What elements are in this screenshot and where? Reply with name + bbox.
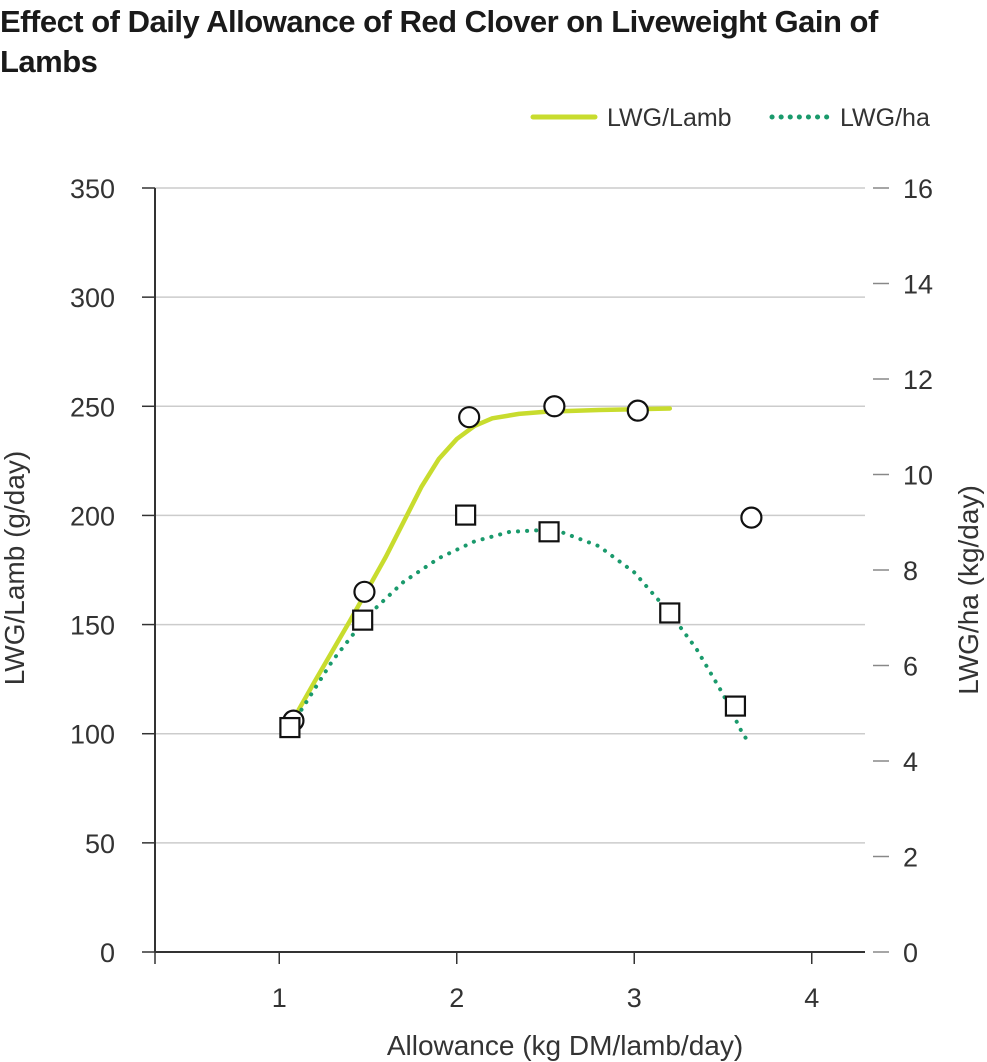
data-point-circle — [458, 406, 481, 429]
data-point-circle — [740, 506, 763, 529]
y-left-tick-label: 100 — [70, 720, 115, 750]
y-left-tick-label: 50 — [85, 829, 115, 859]
legend[interactable]: LWG/Lamb LWG/ha — [530, 104, 930, 132]
series-line-lwg-ha — [289, 528, 752, 747]
data-point-circle — [353, 580, 376, 603]
y-left-tick-label: 0 — [100, 938, 115, 968]
series-line-lwg-lamb — [284, 406, 673, 734]
x-axis-title: Allowance (kg DM/lamb/day) — [387, 1030, 743, 1061]
markers — [279, 395, 763, 739]
chart-title: Effect of Daily Allowance of Red Clover … — [0, 4, 878, 79]
y-left-tick-label: 250 — [70, 392, 115, 422]
data-point-square — [352, 609, 374, 631]
x-tick-label: 1 — [272, 983, 287, 1013]
x-tick-label: 3 — [627, 983, 642, 1013]
y-right-tick-label: 10 — [903, 461, 933, 491]
y-left-tick-label: 150 — [70, 611, 115, 641]
data-point-square — [538, 521, 560, 543]
y-right-tick-label: 6 — [903, 652, 918, 682]
data-point-square — [724, 695, 747, 717]
y-right-tick-label: 2 — [903, 843, 918, 873]
y-left-tick-label: 350 — [70, 174, 115, 204]
y-left-axis-title: LWG/Lamb (g/day) — [0, 451, 30, 685]
y-right-tick-label: 8 — [903, 556, 918, 586]
y-right-tick-label: 16 — [903, 174, 933, 204]
y-right-tick-label: 0 — [903, 938, 918, 968]
y-left-tick-label: 200 — [70, 501, 115, 531]
legend-label-lwg-ha: LWG/ha — [840, 104, 930, 132]
y-right-tick-label: 4 — [903, 747, 918, 777]
data-point-square — [279, 716, 301, 739]
data-point-square — [455, 504, 477, 526]
data-point-circle — [626, 399, 649, 422]
data-point-circle — [543, 395, 566, 418]
series — [284, 406, 752, 747]
y-right-tick-label: 12 — [903, 365, 933, 395]
y-right-tick-label: 14 — [903, 270, 933, 300]
data-point-square — [659, 602, 681, 624]
x-tick-label: 2 — [449, 983, 464, 1013]
x-tick-label: 4 — [804, 983, 819, 1013]
y-left-tick-label: 300 — [70, 283, 115, 313]
y-right-axis-title: LWG/ha (kg/day) — [953, 485, 984, 695]
legend-label-lwg-lamb: LWG/Lamb — [607, 104, 732, 132]
